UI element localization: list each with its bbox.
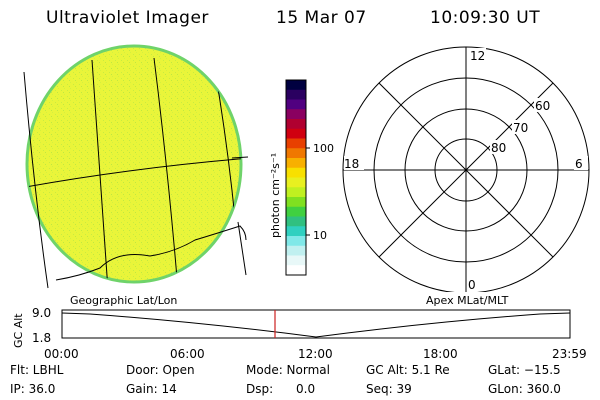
colorbar-band — [286, 206, 306, 217]
colorbar-band — [286, 158, 306, 169]
colorbar-tick-10: 10 — [313, 229, 327, 242]
altitude-ylabel: GC Alt — [12, 313, 25, 348]
status-dsp: Dsp: 0.0 — [246, 382, 316, 396]
colorbar-band — [286, 109, 306, 120]
colorbar-band — [286, 99, 306, 110]
colorbar-band — [286, 197, 306, 208]
mlat-label-80: 80 — [491, 141, 506, 155]
altitude-curve — [61, 312, 571, 338]
status-gain: Gain: 14 — [126, 382, 177, 396]
colorbar-band — [286, 255, 306, 266]
mlt-label-6: 6 — [575, 157, 583, 171]
header-time: 10:09:30 UT — [430, 8, 541, 28]
lat-line-outer-right — [231, 156, 249, 159]
colorbar-label: photon cm⁻²s⁻¹ — [269, 153, 282, 238]
time-tick-0600: 06:00 — [170, 347, 205, 361]
altitude-ytick-high: 9.0 — [32, 306, 51, 320]
colorbar-band — [286, 265, 306, 276]
diagonal-2 — [378, 82, 554, 258]
colorbar-band — [286, 187, 306, 198]
colorbar-band — [286, 128, 306, 139]
colorbar-band — [286, 236, 306, 247]
colorbar-band — [286, 177, 306, 188]
colorbar-band — [286, 216, 306, 227]
status-mode: Mode: Normal — [246, 363, 330, 377]
mlt-label-18: 18 — [344, 157, 359, 171]
apex-coord-label: Apex MLat/MLT — [426, 294, 509, 307]
colorbar-tick-100: 100 — [313, 142, 334, 155]
status-door: Door: Open — [126, 363, 195, 377]
colorbar-band — [286, 138, 306, 149]
uv-globe-image — [23, 44, 249, 289]
altitude-timeline-plot: GC Alt 9.0 1.8 00:00 06:00 12:00 18:00 2… — [12, 306, 587, 361]
colorbar-band — [286, 226, 306, 237]
mlat-label-70: 70 — [513, 121, 528, 135]
lat-line-1 — [27, 157, 241, 189]
status-seq: Seq: 39 — [366, 382, 412, 396]
status-ip: IP: 36.0 — [10, 382, 56, 396]
altitude-ytick-low: 1.8 — [32, 331, 51, 345]
globe-disk — [25, 44, 243, 284]
lon-line-1 — [91, 59, 109, 282]
mlat-label-60: 60 — [535, 99, 550, 113]
mlt-label-0: 0 — [468, 278, 476, 292]
lon-line-outer-left — [23, 71, 49, 289]
instrument-title: Ultraviolet Imager — [46, 8, 209, 28]
colorbar-band — [286, 148, 306, 159]
time-tick-1800: 18:00 — [423, 347, 458, 361]
colorbar-band — [286, 80, 306, 91]
colorbar-band — [286, 119, 306, 130]
status-glat: GLat: −15.5 — [488, 363, 561, 377]
colorbar-band — [286, 167, 306, 178]
lon-line-2 — [153, 57, 179, 282]
colorbar-band — [286, 245, 306, 256]
time-tick-0000: 00:00 — [44, 347, 79, 361]
colorbar: 100 10 photon cm⁻²s⁻¹ — [269, 79, 334, 276]
colorbar-band — [286, 89, 306, 100]
status-glon: GLon: 360.0 — [488, 382, 561, 396]
status-filter: Flt: LBHL — [10, 363, 64, 377]
geographic-coord-label: Geographic Lat/Lon — [70, 294, 178, 307]
lon-line-outer-right — [237, 221, 247, 276]
header-date: 15 Mar 07 — [276, 8, 367, 28]
time-tick-2359: 23:59 — [552, 347, 587, 361]
mlt-label-12: 12 — [470, 49, 485, 63]
polar-mlat-mlt-plot: 12 18 6 0 60 70 80 — [342, 46, 590, 292]
status-gc-alt: GC Alt: 5.1 Re — [366, 363, 450, 377]
time-tick-1200: 12:00 — [298, 347, 333, 361]
coastline — [55, 225, 247, 281]
